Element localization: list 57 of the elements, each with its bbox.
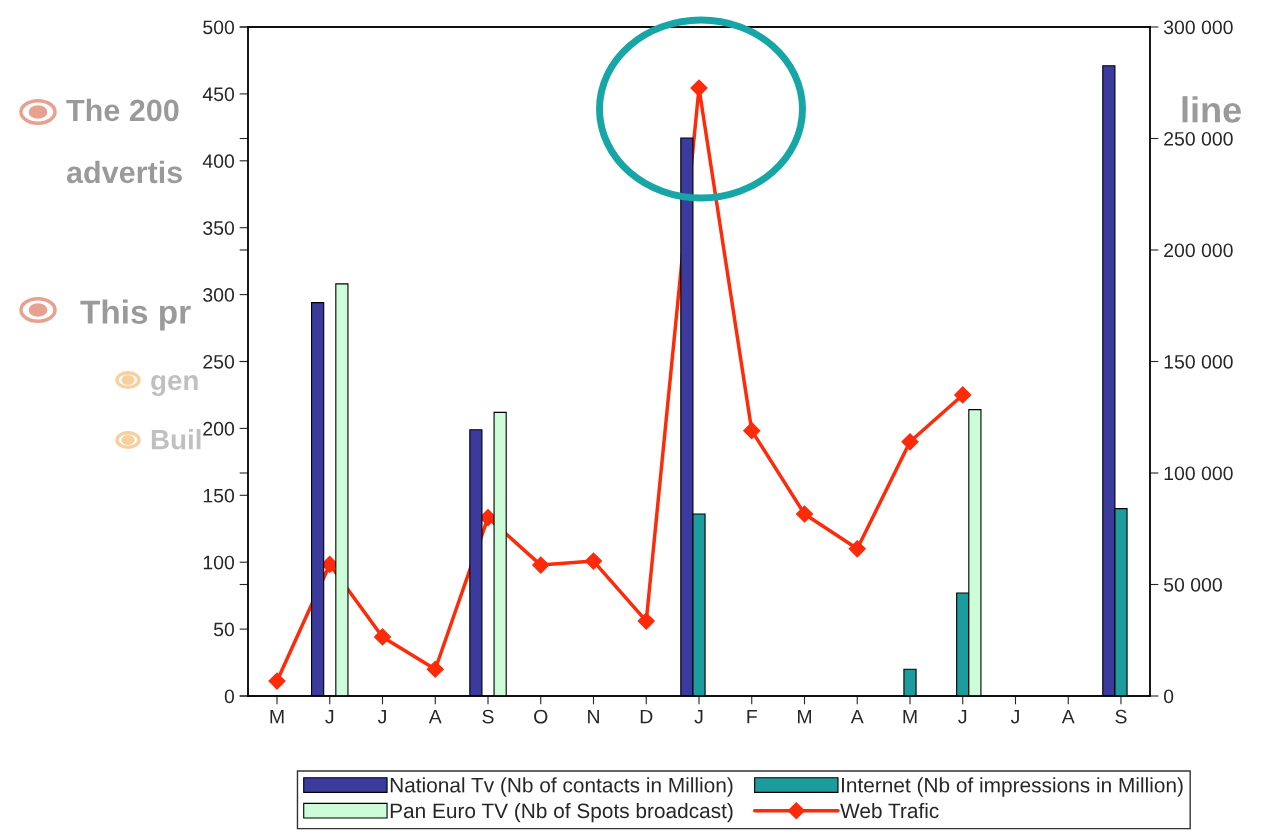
- y-tick-label: 50: [213, 622, 235, 637]
- point: [584, 552, 603, 570]
- point: [743, 422, 761, 440]
- point: [532, 556, 550, 574]
- x-tick-label: F: [747, 709, 757, 724]
- x-tick-label: M: [903, 709, 917, 724]
- x-tick-label: J: [694, 709, 703, 724]
- point: [637, 612, 655, 630]
- x-tick-label: A: [850, 709, 864, 724]
- point: [901, 433, 919, 451]
- text: gen: [151, 375, 198, 396]
- x-tick-label: M: [270, 709, 284, 724]
- x-tick-label: J: [325, 709, 334, 724]
- y-tick-label: 200: [203, 421, 235, 436]
- x-tick-label: O: [534, 709, 548, 724]
- x-tick-label: A: [1061, 709, 1075, 724]
- x-tick-label: M: [797, 709, 811, 724]
- y2-tick-label: 300 000: [1163, 20, 1233, 35]
- legend-label: Web Trafic: [840, 802, 939, 819]
- point: [426, 660, 444, 678]
- y-tick-label: 350: [203, 221, 235, 235]
- text: line: [1182, 96, 1241, 123]
- y2-tick-label: 150 000: [1164, 354, 1233, 369]
- y-tick-label: 300: [203, 288, 235, 302]
- legend-label: Pan Euro TV (Nb of Spots broadcast): [390, 802, 733, 823]
- text: advertis: [66, 160, 182, 184]
- y-tick-label: 450: [202, 87, 235, 102]
- text: This pr: [80, 299, 191, 331]
- y-tick-label: 100: [203, 555, 235, 570]
- y-tick-label: 150: [203, 488, 235, 503]
- y2-tick-label: 0: [1163, 689, 1174, 704]
- legend-label: Internet (Nb of impressions in Million): [842, 777, 1183, 797]
- point: [690, 79, 708, 97]
- y-tick-label: 0: [224, 689, 235, 704]
- x-tick-label: J: [958, 709, 967, 724]
- y2-tick-label: 250 000: [1164, 131, 1233, 146]
- legend-label: National Tv (Nb of contacts in Million): [390, 777, 733, 797]
- point: [373, 628, 392, 646]
- y2-tick-label: 50 000: [1163, 577, 1222, 592]
- x-tick-label: N: [588, 709, 599, 724]
- y2-tick-label: 100 000: [1164, 466, 1233, 481]
- text: Buil: [151, 429, 201, 450]
- y-tick-label: 500: [203, 20, 235, 35]
- x-tick-label: S: [482, 709, 494, 724]
- point: [848, 540, 866, 558]
- x-tick-label: J: [1010, 709, 1019, 724]
- point: [795, 505, 814, 523]
- point: [954, 386, 972, 404]
- point: [268, 672, 286, 690]
- text: The 200: [66, 98, 179, 122]
- y-tick-label: 400: [202, 154, 235, 169]
- x-tick-label: J: [377, 709, 386, 724]
- x-tick-label: S: [1115, 709, 1127, 724]
- y2-tick-label: 200 000: [1164, 243, 1233, 258]
- x-tick-label: D: [640, 709, 653, 724]
- x-tick-label: A: [428, 709, 442, 724]
- y-tick-label: 250: [203, 354, 235, 369]
